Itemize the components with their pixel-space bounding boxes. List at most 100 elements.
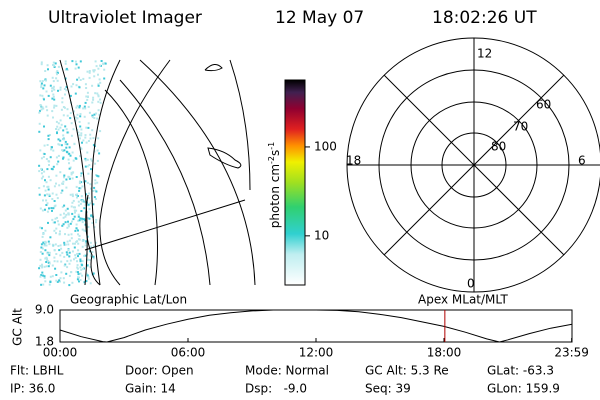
speckle <box>82 139 85 142</box>
speckle <box>43 144 46 147</box>
speckle <box>46 252 49 255</box>
speckle <box>98 113 101 116</box>
speckle <box>78 120 81 123</box>
date: 12 May 07 <box>275 8 364 28</box>
speckle <box>41 266 44 269</box>
status-field: Dsp: -9.0 <box>245 382 307 396</box>
speckle <box>63 149 66 152</box>
speckle <box>99 64 101 67</box>
speckle <box>44 70 47 72</box>
speckle <box>68 152 71 155</box>
map-line <box>119 79 211 286</box>
speckle <box>77 131 80 134</box>
speckle <box>53 200 56 202</box>
speckle <box>68 284 71 287</box>
speckle <box>81 217 84 220</box>
speckle <box>62 156 65 159</box>
speckle <box>66 143 69 146</box>
speckle <box>73 246 76 249</box>
speckle <box>47 94 50 97</box>
speckle <box>51 275 54 278</box>
speckle <box>72 218 75 221</box>
speckle <box>63 204 66 207</box>
speckle <box>66 114 69 117</box>
speckle <box>65 86 68 88</box>
speckle <box>70 85 73 88</box>
speckle <box>44 280 47 283</box>
speckle <box>59 119 62 122</box>
speckle <box>65 150 68 153</box>
speckle <box>92 96 95 99</box>
speckle <box>68 162 70 165</box>
speckle <box>80 174 82 177</box>
speckle <box>53 64 56 67</box>
speckle <box>97 83 100 86</box>
speckle <box>78 187 81 190</box>
speckle <box>59 213 62 216</box>
speckle <box>57 65 60 68</box>
status-field: Seq: 39 <box>365 382 411 396</box>
status-field: Mode: Normal <box>245 364 329 378</box>
speckle <box>63 264 66 267</box>
speckle <box>59 88 62 91</box>
speckle <box>71 171 74 174</box>
unit: s <box>268 150 282 156</box>
speckle <box>48 160 51 163</box>
status-field: IP: 36.0 <box>10 382 55 396</box>
speckle <box>58 184 61 187</box>
speckle <box>67 158 70 161</box>
speckle <box>95 218 98 221</box>
speckle <box>48 254 51 257</box>
speckle <box>83 115 86 118</box>
speckle <box>52 85 55 88</box>
speckle <box>66 253 69 256</box>
speckle <box>49 179 52 182</box>
speckle <box>90 187 92 190</box>
speckle <box>77 213 80 216</box>
speckle <box>52 61 55 64</box>
speckle <box>84 241 87 244</box>
speckle <box>59 280 61 283</box>
speckle <box>81 228 84 231</box>
speckle <box>90 245 93 248</box>
speckle <box>61 224 64 227</box>
speckle <box>79 155 81 158</box>
speckle <box>56 79 59 82</box>
speckle <box>59 254 62 257</box>
speckle <box>83 207 86 210</box>
speckle <box>86 158 89 161</box>
speckle <box>46 185 49 188</box>
speckle <box>45 181 48 184</box>
speckle <box>55 182 57 185</box>
speckle <box>54 267 57 270</box>
speckle <box>79 125 82 128</box>
speckle <box>69 154 72 157</box>
speckle <box>49 275 52 278</box>
speckle <box>48 283 51 286</box>
speckle <box>65 89 68 92</box>
map-line <box>229 59 251 191</box>
speckle <box>84 201 87 204</box>
speckle <box>68 177 71 180</box>
speckle <box>43 276 46 279</box>
speckle <box>86 181 89 184</box>
colorbar <box>284 79 306 286</box>
speckle <box>47 260 50 263</box>
speckle <box>74 116 77 119</box>
speckle <box>88 76 91 79</box>
speckle <box>100 60 103 62</box>
speckle <box>55 128 57 130</box>
speckle <box>68 274 71 277</box>
speckle <box>84 157 87 160</box>
speckle <box>44 249 47 252</box>
speckle <box>63 138 66 141</box>
lat-label: 70 <box>513 120 528 134</box>
speckle <box>103 68 106 71</box>
speckle <box>88 71 91 74</box>
speckle <box>59 244 62 247</box>
speckle <box>92 98 95 101</box>
speckle <box>94 179 97 182</box>
speckle <box>79 60 82 63</box>
speckle <box>43 194 46 197</box>
speckle <box>67 243 70 246</box>
